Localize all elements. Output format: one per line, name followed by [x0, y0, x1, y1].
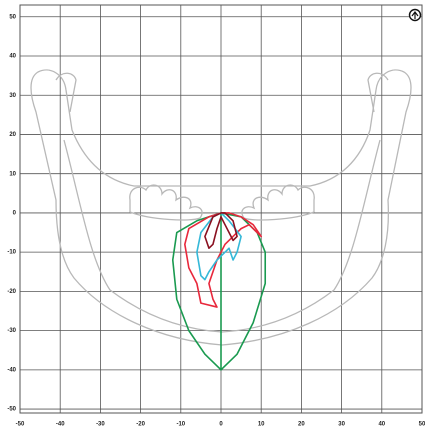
x-tick-label: 10 [258, 422, 265, 428]
y-tick-label: -50 [7, 407, 16, 413]
mandible-inner [63, 139, 381, 333]
x-tick-label: -10 [176, 422, 185, 428]
y-tick-label: 10 [9, 171, 16, 177]
x-tick-label: 40 [378, 422, 385, 428]
y-tick-label: -20 [7, 289, 16, 295]
y-tick-label: 20 [9, 132, 16, 138]
x-tick-label: 0 [219, 422, 223, 428]
condyle-left [55, 72, 77, 113]
x-tick-label: -20 [136, 422, 145, 428]
y-tick-label: 50 [9, 14, 16, 20]
x-tick-label: 50 [419, 422, 425, 428]
y-tick-label: 0 [13, 211, 17, 217]
y-tick-label: -30 [7, 328, 16, 334]
x-tick-label: 30 [338, 422, 345, 428]
mandible-outline [30, 69, 412, 346]
mandible [30, 69, 412, 346]
traces [171, 212, 267, 371]
trace-line [204, 212, 238, 250]
icon [408, 8, 422, 22]
tick-labels: -50 -40 -30 -20 -10 0 10 20 30 40 50 50 40 30 20 10 0 -10… [7, 14, 425, 427]
teeth-left [129, 184, 203, 221]
y-tick-label: 30 [9, 93, 16, 99]
x-tick-label: 20 [298, 422, 305, 428]
condyle-right [367, 72, 389, 113]
icon-glyph [411, 11, 419, 19]
y-tick-label: 40 [9, 54, 16, 60]
teeth-right [241, 184, 315, 221]
y-tick-label: -10 [7, 250, 16, 256]
y-tick-label: -40 [7, 367, 16, 373]
x-tick-label: -30 [96, 422, 105, 428]
x-tick-label: -50 [16, 422, 25, 428]
x-tick-label: -40 [56, 422, 65, 428]
trace-line [196, 212, 242, 281]
